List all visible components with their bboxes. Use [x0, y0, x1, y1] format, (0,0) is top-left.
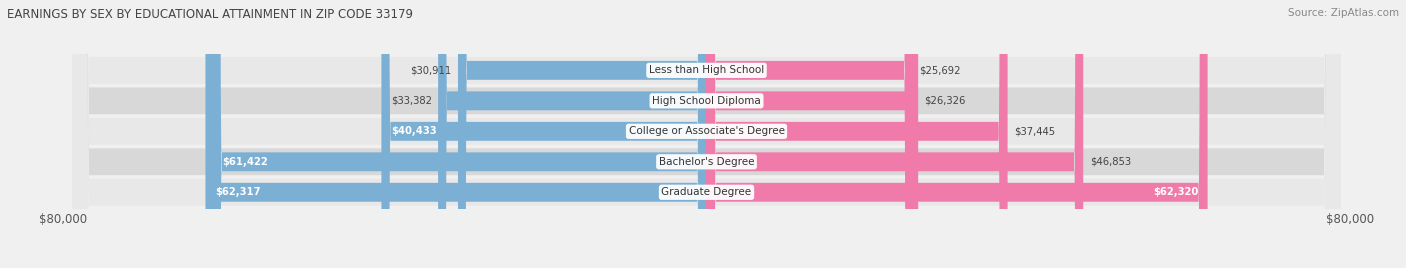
FancyBboxPatch shape — [707, 0, 918, 268]
FancyBboxPatch shape — [73, 0, 1340, 268]
FancyBboxPatch shape — [73, 0, 1340, 268]
FancyBboxPatch shape — [205, 0, 707, 268]
Text: High School Diploma: High School Diploma — [652, 96, 761, 106]
FancyBboxPatch shape — [458, 0, 707, 268]
Text: $46,853: $46,853 — [1090, 157, 1130, 167]
FancyBboxPatch shape — [439, 0, 707, 268]
Text: $37,445: $37,445 — [1014, 126, 1054, 136]
Text: Bachelor's Degree: Bachelor's Degree — [659, 157, 754, 167]
FancyBboxPatch shape — [73, 0, 1340, 268]
Text: Graduate Degree: Graduate Degree — [661, 187, 752, 197]
Text: $62,317: $62,317 — [215, 187, 260, 197]
FancyBboxPatch shape — [381, 0, 707, 268]
Text: $62,320: $62,320 — [1153, 187, 1198, 197]
FancyBboxPatch shape — [73, 0, 1340, 268]
Text: $33,382: $33,382 — [391, 96, 432, 106]
FancyBboxPatch shape — [707, 0, 1083, 268]
FancyBboxPatch shape — [73, 0, 1340, 268]
Text: $61,422: $61,422 — [222, 157, 269, 167]
FancyBboxPatch shape — [707, 0, 1008, 268]
FancyBboxPatch shape — [212, 0, 707, 268]
Text: College or Associate's Degree: College or Associate's Degree — [628, 126, 785, 136]
Text: $30,911: $30,911 — [411, 65, 451, 75]
Text: Source: ZipAtlas.com: Source: ZipAtlas.com — [1288, 8, 1399, 18]
Text: $26,326: $26,326 — [925, 96, 966, 106]
Text: Less than High School: Less than High School — [650, 65, 763, 75]
Text: EARNINGS BY SEX BY EDUCATIONAL ATTAINMENT IN ZIP CODE 33179: EARNINGS BY SEX BY EDUCATIONAL ATTAINMEN… — [7, 8, 413, 21]
FancyBboxPatch shape — [707, 0, 1208, 268]
FancyBboxPatch shape — [707, 0, 912, 268]
Text: $25,692: $25,692 — [920, 65, 962, 75]
Text: $40,433: $40,433 — [391, 126, 437, 136]
